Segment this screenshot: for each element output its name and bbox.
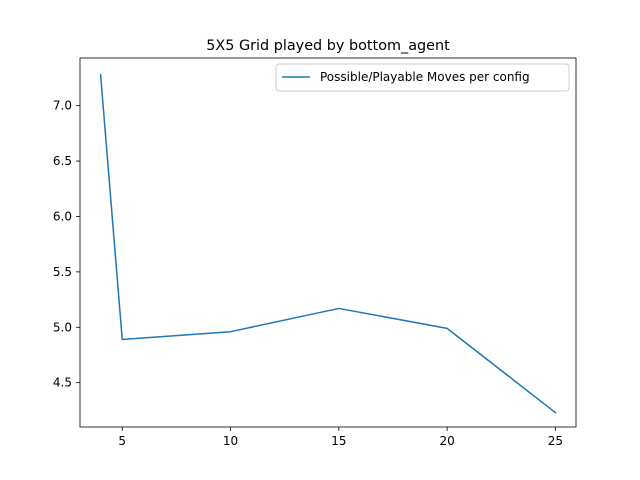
y-tick-label: 5.0	[53, 320, 72, 334]
plot-frame	[79, 57, 577, 428]
x-axis: 5 10 15 20 25	[118, 427, 563, 448]
y-axis: 4.5 5.0 5.5 6.0 6.5 7.0	[53, 99, 80, 390]
y-tick-label: 5.5	[53, 265, 72, 279]
x-tick-label: 5	[118, 434, 126, 448]
plot-area	[79, 57, 577, 428]
y-tick-label: 4.5	[53, 376, 72, 390]
chart-title: 5X5 Grid played by bottom_agent	[206, 38, 450, 54]
y-tick-label: 7.0	[53, 99, 72, 113]
x-tick-label: 15	[331, 434, 346, 448]
series-line	[99, 73, 557, 414]
legend-label: Possible/Playable Moves per config	[320, 70, 530, 84]
y-tick-label: 6.5	[53, 154, 72, 168]
x-tick-label: 10	[223, 434, 238, 448]
series-layer	[99, 73, 557, 414]
y-tick-label: 6.0	[53, 209, 72, 223]
legend-box	[275, 63, 570, 92]
legend: Possible/Playable Moves per config	[275, 63, 570, 92]
x-tick-label: 20	[439, 434, 454, 448]
x-tick-label: 25	[548, 434, 563, 448]
